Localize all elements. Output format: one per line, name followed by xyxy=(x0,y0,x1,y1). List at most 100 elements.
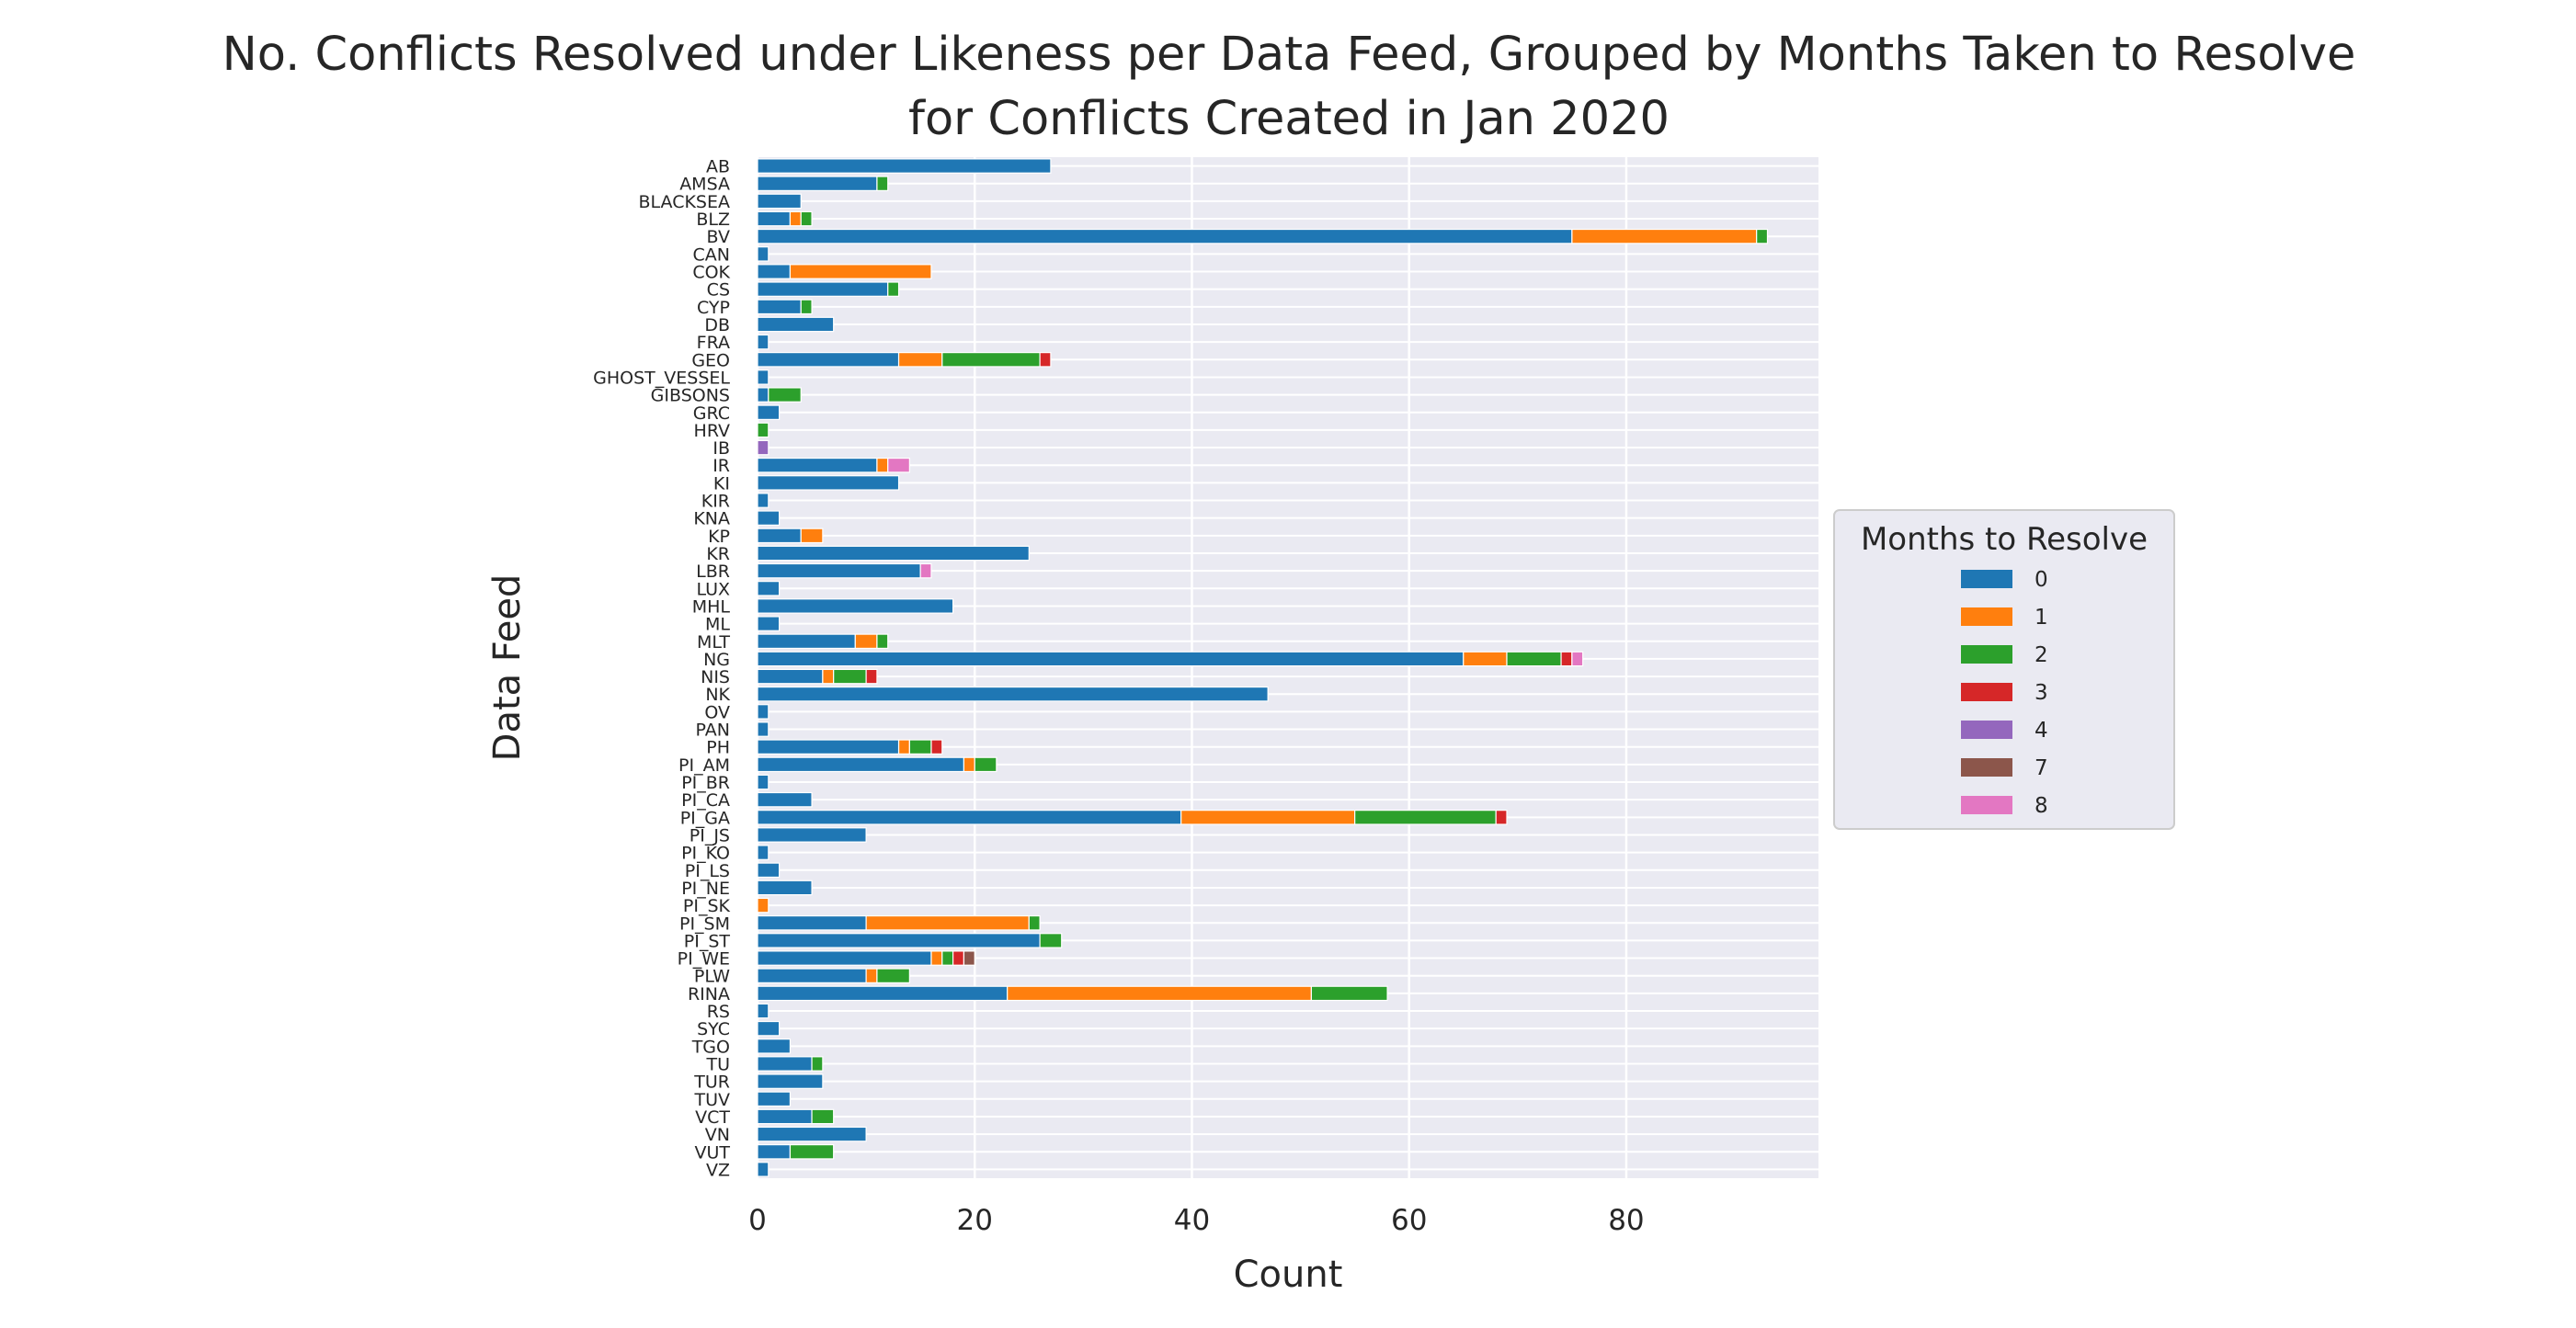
bar-segment-tgo-0 xyxy=(757,1039,792,1054)
legend-swatch xyxy=(1961,683,2012,701)
bar-segment-ki-0 xyxy=(757,475,900,491)
y-tick-label: PI_KO xyxy=(681,844,730,864)
bars xyxy=(757,158,1769,1177)
bar-segment-vut-0 xyxy=(757,1144,792,1160)
x-axis-label: Count xyxy=(1234,1254,1343,1296)
bar-segment-cyp-0 xyxy=(757,299,802,315)
bar-segment-kr-0 xyxy=(757,545,1030,562)
legend-swatch xyxy=(1961,607,2012,626)
legend-label: 1 xyxy=(2035,606,2048,630)
y-tick-label: RINA xyxy=(688,984,730,1005)
bar-segment-bv-1 xyxy=(1571,228,1758,244)
legend-label: 7 xyxy=(2035,756,2048,780)
bar-segment-pi_am-0 xyxy=(757,756,965,773)
y-tick-label: FRA xyxy=(697,333,730,353)
legend-swatch xyxy=(1961,758,2012,777)
x-tick-label: 0 xyxy=(748,1204,767,1237)
bar-segment-ml-0 xyxy=(757,616,781,631)
y-tick-label: GIBSONS xyxy=(651,386,730,406)
y-tick-label: PI_NE xyxy=(681,879,730,899)
y-tick-label: PI_SM xyxy=(679,914,730,934)
y-tick-label: VUT xyxy=(694,1142,730,1163)
bar-segment-tu-0 xyxy=(757,1056,813,1072)
bar-segment-plw-1 xyxy=(865,968,878,983)
bar-segment-pi_ga-1 xyxy=(1180,810,1356,825)
bar-segment-pi_br-0 xyxy=(757,774,769,790)
y-tick-label: MHL xyxy=(692,596,731,617)
bar-segment-ghost_vessel-0 xyxy=(757,369,769,385)
bar-segment-vz-0 xyxy=(757,1162,769,1177)
y-tick-label: CAN xyxy=(693,244,730,265)
bar-segment-ir-1 xyxy=(876,457,889,473)
legend: Months to Resolve 0 1 2 3 4 7 8 xyxy=(1833,509,2175,830)
bar-segment-gibsons-0 xyxy=(757,387,769,403)
y-tick-label: BLACKSEA xyxy=(638,192,730,212)
y-tick-label: PI_GA xyxy=(680,808,730,828)
bar-segment-nis-0 xyxy=(757,668,824,685)
bar-segment-rina-2 xyxy=(1310,985,1388,1002)
bar-segment-pi_we-0 xyxy=(757,950,932,966)
y-tick-label: PH xyxy=(706,738,730,758)
bar-segment-cs-0 xyxy=(757,281,889,297)
y-tick-label: RS xyxy=(707,1002,730,1022)
y-tick-label: NG xyxy=(703,650,730,670)
x-tick-label: 40 xyxy=(1174,1204,1210,1237)
legend-label: 2 xyxy=(2035,643,2048,667)
bar-segment-mhl-0 xyxy=(757,598,954,614)
bar-segment-syc-0 xyxy=(757,1020,781,1037)
bar-segment-ph-0 xyxy=(757,739,900,755)
bar-segment-grc-0 xyxy=(757,404,781,421)
bar-segment-blz-0 xyxy=(757,210,792,227)
y-tick-label: TGO xyxy=(691,1037,730,1057)
bar-segment-geo-2 xyxy=(941,352,1041,368)
bar-segment-db-0 xyxy=(757,316,835,333)
bar-segment-vut-2 xyxy=(789,1144,835,1160)
bar-segment-pi_ca-0 xyxy=(757,791,813,808)
bar-segment-pi_am-2 xyxy=(974,756,997,773)
bar-segment-mlt-0 xyxy=(757,633,856,650)
bar-segment-gibsons-2 xyxy=(768,387,802,403)
x-tick-label: 80 xyxy=(1608,1204,1644,1237)
y-tick-label: CYP xyxy=(697,298,730,318)
x-tick-labels: 0 20 40 60 80 xyxy=(748,1204,1645,1237)
bar-segment-pi_sk-1 xyxy=(757,897,769,914)
bar-segment-pi_we-1 xyxy=(930,950,943,966)
bar-segment-cok-0 xyxy=(757,264,792,279)
y-tick-label: GEO xyxy=(691,350,730,370)
y-tick-label: PI_AM xyxy=(678,755,730,776)
y-tick-label: PI_CA xyxy=(681,790,730,811)
y-tick-label: KP xyxy=(708,527,730,547)
bar-segment-pi_sm-2 xyxy=(1028,914,1041,931)
bar-segment-pi_am-1 xyxy=(963,756,975,773)
bar-segment-geo-1 xyxy=(897,352,943,368)
bar-segment-ng-0 xyxy=(757,651,1465,667)
y-tick-label: HRV xyxy=(694,421,730,441)
y-tick-label: GRC xyxy=(693,403,730,424)
bar-segment-blz-1 xyxy=(789,210,802,227)
bar-segment-lbr-0 xyxy=(757,562,921,579)
legend-label: 4 xyxy=(2035,719,2048,743)
bar-segment-tur-0 xyxy=(757,1073,824,1089)
bar-segment-ng-2 xyxy=(1506,651,1562,667)
y-tick-label: PI_WE xyxy=(678,949,730,970)
bar-segment-vct-2 xyxy=(811,1108,835,1125)
bar-segment-kp-0 xyxy=(757,528,802,544)
bar-segment-pi_js-0 xyxy=(757,827,867,843)
bar-segment-ir-0 xyxy=(757,457,878,473)
y-tick-label: TUV xyxy=(693,1090,730,1110)
y-tick-label: TUR xyxy=(693,1073,730,1093)
bar-segment-ph-3 xyxy=(930,739,943,755)
y-tick-label: VZ xyxy=(706,1160,730,1180)
legend-swatch xyxy=(1961,570,2012,588)
y-tick-label: VCT xyxy=(695,1107,730,1128)
bar-segment-fra-0 xyxy=(757,334,769,350)
bar-segment-kna-0 xyxy=(757,510,781,526)
y-tick-labels: ABAMSABLACKSEABLZBVCANCOKCSCYPDBFRAGEOGH… xyxy=(593,157,730,1181)
bar-segment-amsa-0 xyxy=(757,176,878,191)
y-tick-label: LBR xyxy=(696,562,730,582)
y-tick-label: AB xyxy=(706,157,730,177)
y-tick-label: KI xyxy=(713,473,730,494)
bar-segment-kir-0 xyxy=(757,493,769,508)
bar-segment-rina-1 xyxy=(1007,985,1312,1002)
